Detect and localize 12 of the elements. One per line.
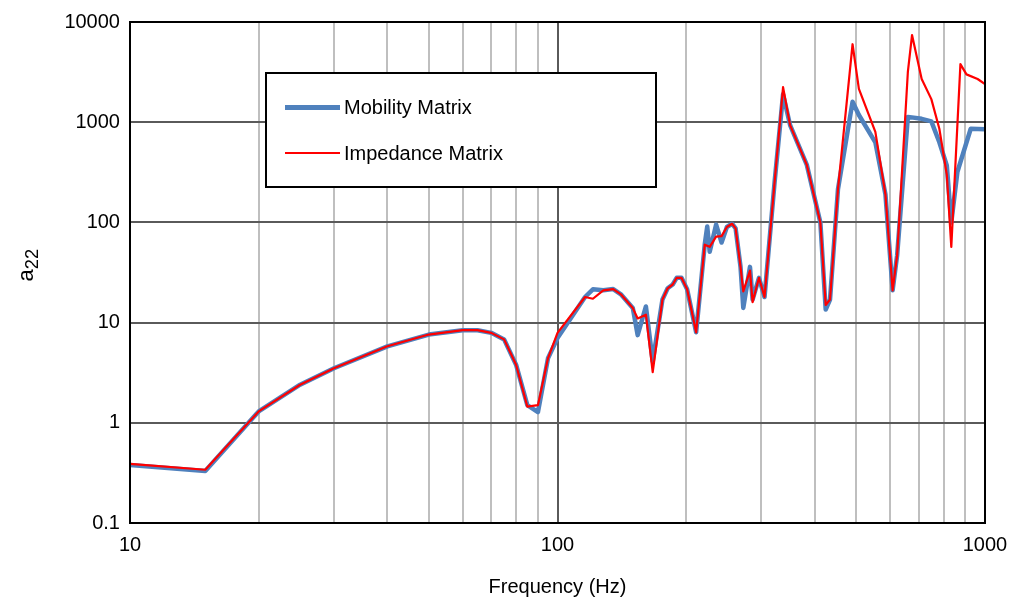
y-tick-label: 1 <box>108 410 120 433</box>
legend-label: Impedance Matrix <box>344 141 503 165</box>
y-tick-label: 100 <box>86 209 120 232</box>
legend-label: Mobility Matrix <box>344 95 472 119</box>
y-tick-label: 0.1 <box>92 510 120 533</box>
x-tick-label: 100 <box>540 532 575 555</box>
y-tick-label: 1000 <box>75 109 120 132</box>
x-axis-title: Frequency (Hz) <box>488 574 627 597</box>
y-tick-label: 10 <box>97 310 120 333</box>
y-tick-label: 10000 <box>64 9 120 32</box>
x-tick-label: 1000 <box>962 532 1008 555</box>
x-tick-label: 10 <box>118 532 142 555</box>
